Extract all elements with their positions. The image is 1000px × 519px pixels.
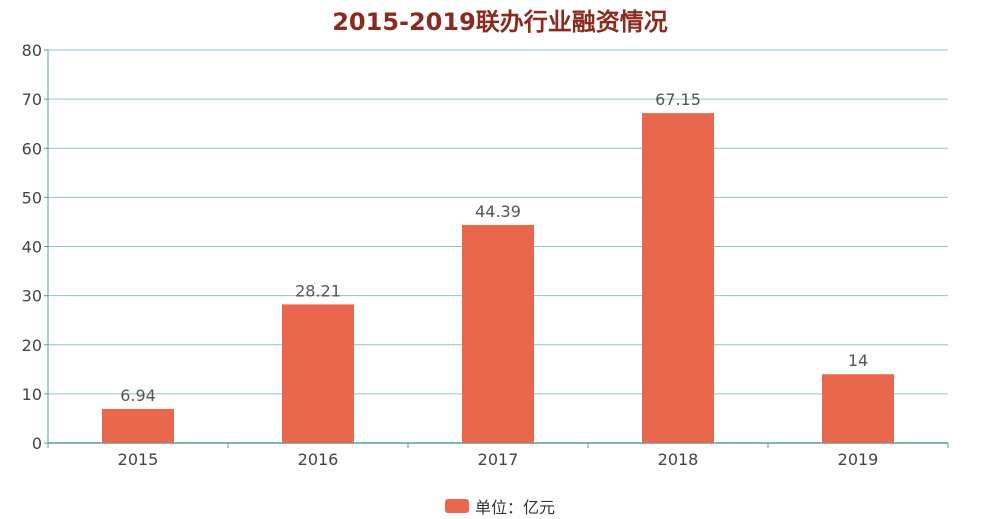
x-tick-label: 2017 xyxy=(478,450,519,469)
data-label: 14 xyxy=(848,351,868,370)
y-tick-label: 10 xyxy=(22,385,42,404)
legend-swatch xyxy=(444,499,469,513)
bar xyxy=(102,408,174,443)
y-tick-label: 80 xyxy=(22,41,42,60)
x-tick-label: 2019 xyxy=(838,450,879,469)
x-tick-label: 2015 xyxy=(118,450,159,469)
y-tick-label: 40 xyxy=(22,238,42,257)
data-label: 44.39 xyxy=(475,202,521,221)
y-tick-label: 20 xyxy=(22,336,42,355)
y-tick-label: 30 xyxy=(22,287,42,306)
data-label: 67.15 xyxy=(655,90,701,109)
legend[interactable]: 单位：亿元 xyxy=(0,494,1000,518)
x-tick-label: 2018 xyxy=(658,450,699,469)
legend-label: 单位：亿元 xyxy=(474,498,555,517)
bar xyxy=(822,374,894,443)
data-label: 6.94 xyxy=(120,386,156,405)
y-tick-label: 70 xyxy=(22,90,42,109)
chart-title: 2015-2019联办行业融资情况 xyxy=(332,8,668,36)
y-tick-label: 50 xyxy=(22,188,42,207)
x-tick-label: 2016 xyxy=(298,450,339,469)
bar xyxy=(642,113,714,444)
data-label: 28.21 xyxy=(295,281,341,300)
y-tick-label: 60 xyxy=(22,139,42,158)
y-tick-label: 0 xyxy=(32,434,42,453)
bar xyxy=(282,304,354,443)
bar xyxy=(462,224,534,443)
